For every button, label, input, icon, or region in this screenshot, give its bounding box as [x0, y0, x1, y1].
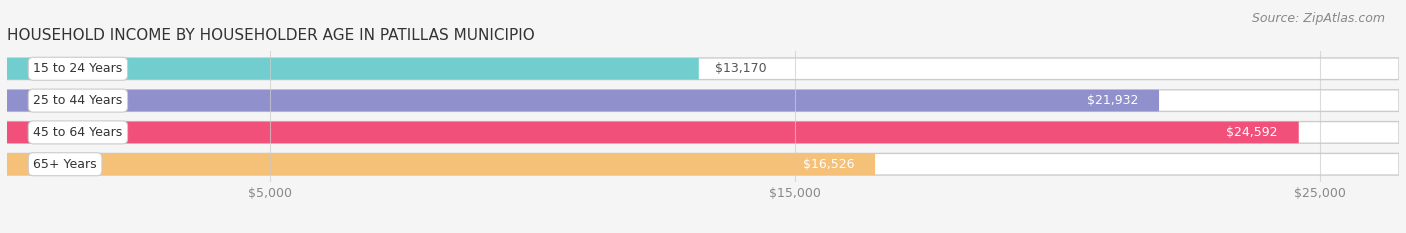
Text: $13,170: $13,170: [714, 62, 766, 75]
Text: 45 to 64 Years: 45 to 64 Years: [34, 126, 122, 139]
Text: HOUSEHOLD INCOME BY HOUSEHOLDER AGE IN PATILLAS MUNICIPIO: HOUSEHOLD INCOME BY HOUSEHOLDER AGE IN P…: [7, 28, 534, 43]
Text: $24,592: $24,592: [1226, 126, 1278, 139]
Text: Source: ZipAtlas.com: Source: ZipAtlas.com: [1251, 12, 1385, 25]
FancyBboxPatch shape: [7, 122, 1299, 143]
Text: 15 to 24 Years: 15 to 24 Years: [34, 62, 122, 75]
Text: 65+ Years: 65+ Years: [34, 158, 97, 171]
FancyBboxPatch shape: [7, 153, 875, 175]
FancyBboxPatch shape: [7, 90, 1159, 111]
Text: 25 to 44 Years: 25 to 44 Years: [34, 94, 122, 107]
FancyBboxPatch shape: [7, 153, 1399, 175]
FancyBboxPatch shape: [7, 90, 1399, 111]
FancyBboxPatch shape: [7, 58, 1399, 80]
Text: $21,932: $21,932: [1087, 94, 1137, 107]
FancyBboxPatch shape: [7, 58, 699, 80]
Text: $16,526: $16,526: [803, 158, 853, 171]
FancyBboxPatch shape: [7, 122, 1399, 143]
